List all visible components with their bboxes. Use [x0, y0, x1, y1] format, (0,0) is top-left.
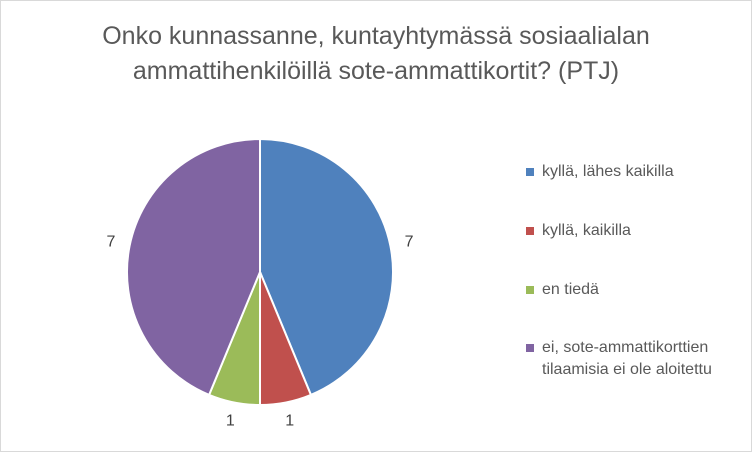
chart-title: Onko kunnassanne, kuntayhtymässä sosiaal… [1, 19, 751, 89]
legend-label-ei-aloitettu: ei, sote-ammattikorttien tilaamisia ei o… [542, 337, 742, 381]
pie-slice-kylla-lahes-kaikilla [259, 137, 394, 397]
legend-label-kylla-lahes-kaikilla: kyllä, lähes kaikilla [542, 163, 674, 180]
data-label-kylla-kaikilla: 1 [285, 412, 294, 429]
legend-swatch-kylla-kaikilla [526, 227, 534, 235]
chart-title-line-2: ammattihenkilöillä sote-ammattikortit? (… [132, 57, 620, 85]
data-label-en-tieda: 1 [226, 412, 235, 429]
chart-title-line-1: Onko kunnassanne, kuntayhtymässä sosiaal… [102, 22, 650, 50]
legend-item-ei-aloitettu: ei, sote-ammattikorttien tilaamisia ei o… [526, 337, 746, 381]
legend-swatch-en-tieda [526, 286, 534, 294]
pie-slice-ei-sote-ammattikorttien-tilaamisia-ei-ole-aloitettu [126, 137, 261, 397]
data-label-ei-sote-ammattikorttien-tilaamisia-ei-ole-aloitettu: 7 [106, 234, 115, 251]
data-label-kylla-lahes-kaikilla: 7 [405, 234, 414, 251]
legend-label-kylla-kaikilla: kyllä, kaikilla [542, 222, 631, 239]
legend-label-ei-aloitettu-line-2: tilaamisia ei ole aloitettu [542, 361, 712, 378]
legend-swatch-kylla-lahes-kaikilla [526, 168, 534, 176]
legend-label-en-tieda: en tiedä [542, 281, 599, 298]
legend-swatch-ei-aloitettu [526, 344, 534, 352]
legend-label-ei-aloitettu-line-1: ei, sote-ammattikorttien [542, 339, 709, 356]
